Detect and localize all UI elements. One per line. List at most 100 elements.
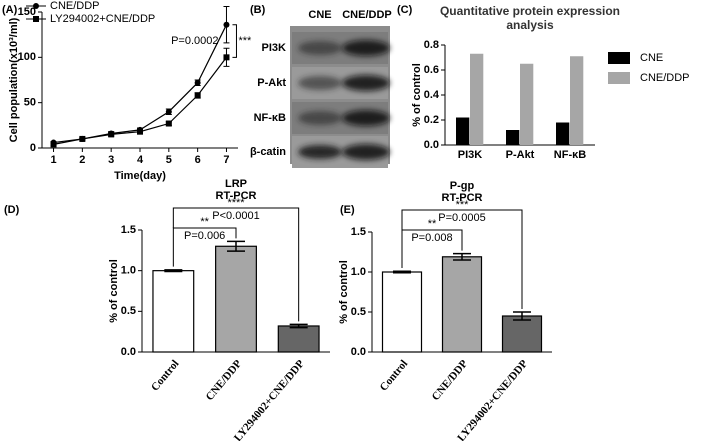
point <box>165 108 172 115</box>
x-axis-label: Time(day) <box>114 170 166 182</box>
legend-marker <box>33 3 39 9</box>
y-tick-label: 0.2 <box>424 114 439 126</box>
panel-label: (A) <box>2 4 18 16</box>
blot-row-label: PI3K <box>262 42 287 54</box>
blot-row-label: P-Akt <box>257 77 286 89</box>
error-bar <box>453 252 471 261</box>
blot-band <box>298 111 342 125</box>
legend-swatch <box>608 72 630 84</box>
error-bar <box>164 269 183 273</box>
x-tick-label: NF-κB <box>554 149 586 161</box>
annotation: P=0.008 <box>411 232 452 244</box>
annotation: *** <box>238 35 252 47</box>
legend-label: CNE/DDP <box>50 0 100 12</box>
point <box>50 141 57 148</box>
significance-bracket <box>401 209 523 309</box>
legend-swatch <box>608 52 630 64</box>
blot-band <box>298 76 342 90</box>
y-axis-label: Cell population(x10³/ml) <box>8 17 20 142</box>
x-tick-label: PI3K <box>458 149 483 161</box>
x-tick-label: Control <box>149 358 182 394</box>
x-tick-label: 5 <box>166 154 172 166</box>
blot-band <box>342 110 390 126</box>
x-tick-label: 3 <box>108 154 114 166</box>
x-tick-label: 2 <box>79 154 85 166</box>
y-tick-label: 0.5 <box>121 305 136 317</box>
y-axis-label: % of control <box>338 260 350 324</box>
bar <box>570 56 584 145</box>
y-tick-label: 0.6 <box>424 64 439 76</box>
panel-label: (D) <box>4 204 20 216</box>
annotation: P=0.0002 <box>171 35 218 47</box>
legend-marker <box>33 16 39 22</box>
chart-title: Quantitative protein expression analysis <box>439 4 621 32</box>
chart-title: P-gp <box>450 180 475 192</box>
y-tick-label: 50 <box>24 97 36 109</box>
significance-bracket <box>401 229 463 268</box>
annotation: ** <box>428 218 437 230</box>
panel-label: (C) <box>397 4 413 16</box>
x-tick-label: CNE/DDP <box>204 358 245 403</box>
blot-column: CNE <box>308 9 331 21</box>
blot-row-label: NF-κB <box>254 112 286 124</box>
point <box>194 92 201 99</box>
bar <box>152 270 195 353</box>
chart-subtitle: RT-PCR <box>216 190 257 202</box>
x-tick-label: CNE/DDP <box>430 358 471 403</box>
legend-label: LY294002+CNE/DDP <box>50 13 155 25</box>
y-tick-label: 0.5 <box>351 306 366 318</box>
y-axis-label: % of control <box>108 259 120 323</box>
point <box>223 21 230 28</box>
chart-title: LRP <box>225 178 247 190</box>
annotation: **** <box>227 197 245 209</box>
point <box>79 135 86 142</box>
error-bar <box>513 311 531 321</box>
blot-band <box>342 144 390 160</box>
y-tick-label: 1.5 <box>351 226 366 238</box>
error-bar <box>393 270 411 274</box>
bar <box>470 53 484 145</box>
annotation: P=0.0005 <box>438 212 485 224</box>
y-tick-label: 100 <box>18 51 36 63</box>
x-tick-label: LY294002+CNE/DDP <box>232 358 307 441</box>
bar <box>277 325 320 353</box>
bar <box>501 315 543 353</box>
bar <box>520 63 534 145</box>
x-tick-label: 1 <box>50 154 56 166</box>
y-tick-label: 0.4 <box>424 89 440 101</box>
y-tick-label: 1.0 <box>351 266 366 278</box>
y-axis-label: % of control <box>411 63 423 127</box>
x-tick-label: P-Akt <box>506 149 535 161</box>
x-tick-label: 4 <box>137 154 144 166</box>
bar <box>556 122 570 145</box>
x-tick-label: Control <box>378 358 411 394</box>
legend-label: CNE <box>640 52 663 64</box>
bar <box>215 245 257 353</box>
significance-bracket <box>172 227 237 267</box>
y-tick-label: 0.8 <box>424 39 439 51</box>
annotation: P=0.006 <box>184 230 225 242</box>
x-tick-label: 6 <box>195 154 201 166</box>
y-tick-label: 0 <box>30 142 36 154</box>
bar <box>441 256 483 353</box>
panel-label: (E) <box>340 204 355 216</box>
blot-band <box>342 40 390 56</box>
bar <box>506 130 520 145</box>
y-tick-label: 0.0 <box>351 346 366 358</box>
blot-band <box>298 145 342 159</box>
y-tick-label: 0.0 <box>121 346 136 358</box>
annotation: ** <box>200 216 209 228</box>
point <box>137 128 143 135</box>
y-tick-label: 150 <box>18 6 36 18</box>
bar <box>456 117 470 145</box>
legend-label: CNE/DDP <box>640 72 690 84</box>
y-tick-label: 0.0 <box>424 139 439 151</box>
y-tick-label: 1.5 <box>121 224 136 236</box>
error-bar <box>227 240 245 252</box>
annotation: *** <box>456 199 470 211</box>
chart-subtitle: RT-PCR <box>442 192 483 204</box>
blot-column: CNE/DDP <box>342 9 392 21</box>
y-tick-label: 1.0 <box>121 265 136 277</box>
